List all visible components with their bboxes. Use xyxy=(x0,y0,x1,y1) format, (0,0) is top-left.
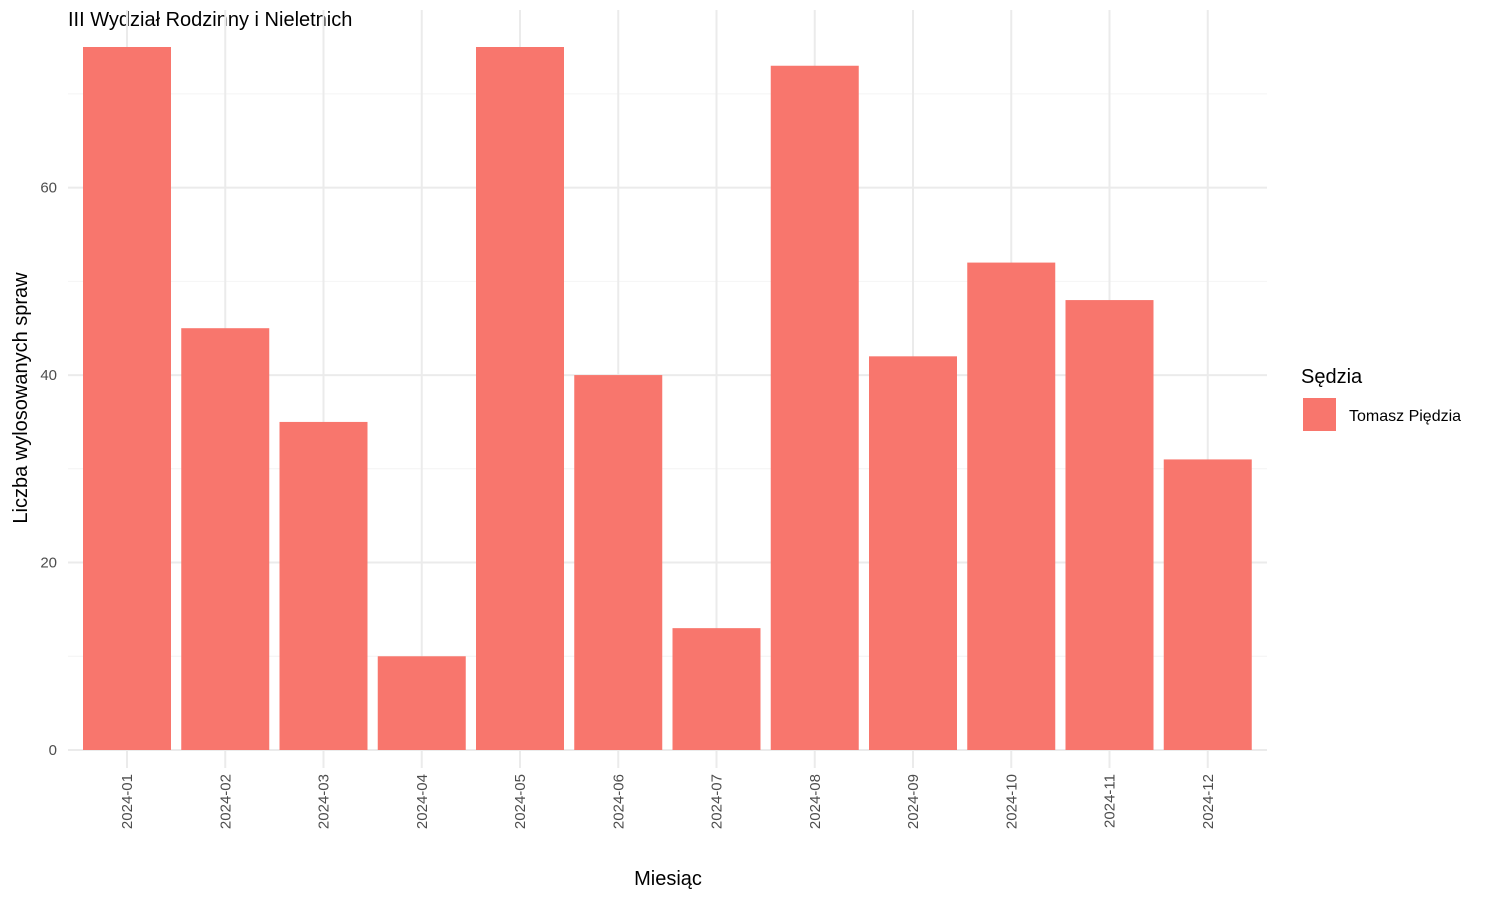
bar xyxy=(1065,300,1154,750)
bar xyxy=(672,628,761,750)
x-tick-label: 2024-06 xyxy=(610,774,627,829)
x-tick-label: 2024-08 xyxy=(807,774,824,829)
x-tick-label: 2024-11 xyxy=(1102,774,1119,828)
y-axis-title: Liczba wylosowanych spraw xyxy=(10,272,32,524)
bar xyxy=(574,375,663,750)
y-tick-label: 20 xyxy=(40,555,57,572)
bar xyxy=(83,47,171,750)
legend-key xyxy=(1303,398,1336,431)
x-tick-label: 2024-04 xyxy=(414,774,431,829)
bar xyxy=(1163,459,1252,750)
x-tick-label: 2024-09 xyxy=(905,774,922,829)
x-tick-label: 2024-12 xyxy=(1200,774,1217,829)
legend-label: Tomasz Piędzia xyxy=(1349,408,1461,425)
x-axis-title: Miesiąc xyxy=(634,868,702,890)
x-tick-label: 2024-01 xyxy=(119,774,136,829)
bar xyxy=(476,47,564,750)
y-axis-ticks: 0 20 40 60 xyxy=(40,180,57,759)
chart-title: III Wydział Rodzinny i Nieletnich xyxy=(68,9,352,31)
y-tick-label: 60 xyxy=(40,180,57,197)
bar xyxy=(869,356,957,750)
y-tick-label: 0 xyxy=(49,742,57,759)
bar xyxy=(377,656,466,750)
x-tick-label: 2024-03 xyxy=(316,774,333,829)
bar xyxy=(279,421,368,750)
x-tick-label: 2024-10 xyxy=(1003,774,1020,829)
bars xyxy=(83,47,1252,751)
x-axis-ticks: 2024-01 2024-02 2024-03 2024-04 2024-05 2024-… xyxy=(119,774,1217,829)
bar xyxy=(181,328,270,750)
x-tick-label: 2024-02 xyxy=(217,774,234,829)
bar xyxy=(770,65,859,751)
legend-title: Sędzia xyxy=(1301,366,1363,388)
bar xyxy=(967,262,1056,750)
legend: Sędzia Tomasz Piędzia xyxy=(1301,366,1461,431)
x-tick-label: 2024-05 xyxy=(512,774,529,829)
y-tick-label: 40 xyxy=(40,367,57,384)
x-tick-label: 2024-07 xyxy=(709,774,726,829)
